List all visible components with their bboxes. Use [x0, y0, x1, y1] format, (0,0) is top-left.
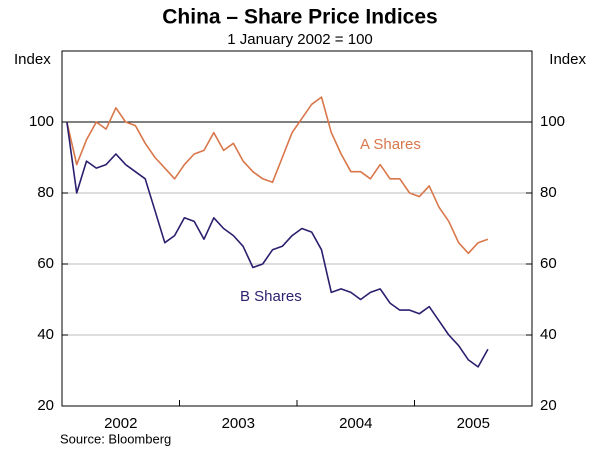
y2-tick-label: 20	[540, 397, 557, 414]
y-axis-label: Index	[14, 51, 51, 68]
y-tick-label: 80	[37, 184, 54, 201]
y2-tick-label: 80	[540, 184, 557, 201]
series-label: A Shares	[360, 136, 421, 153]
y-tick-label: 40	[37, 326, 54, 343]
series-line	[66, 121, 489, 368]
y2-axis-label: Index	[549, 51, 586, 68]
x-tick-label: 2005	[457, 415, 490, 432]
y-tick-label: 100	[29, 113, 54, 130]
source-note: Source: Bloomberg	[60, 431, 171, 446]
chart-title: China – Share Price Indices	[162, 6, 437, 29]
x-tick-label: 2004	[339, 415, 372, 432]
x-tick-label: 2003	[222, 415, 255, 432]
plot-frame	[61, 50, 533, 407]
y2-tick-label: 40	[540, 326, 557, 343]
y2-tick-label: 100	[540, 113, 565, 130]
chart-subtitle: 1 January 2002 = 100	[227, 31, 373, 48]
series-label: B Shares	[240, 288, 302, 305]
x-tick-label: 2002	[104, 415, 137, 432]
y-tick-label: 20	[37, 397, 54, 414]
y2-tick-label: 60	[540, 255, 557, 272]
series-line	[66, 96, 489, 255]
y-tick-label: 60	[37, 255, 54, 272]
